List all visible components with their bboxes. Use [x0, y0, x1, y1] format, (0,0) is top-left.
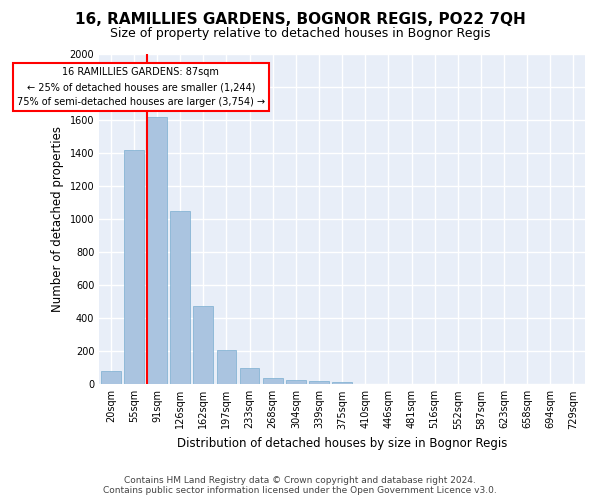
Bar	[124, 150, 144, 384]
Text: Contains HM Land Registry data © Crown copyright and database right 2024.
Contai: Contains HM Land Registry data © Crown c…	[103, 476, 497, 495]
Text: 16, RAMILLIES GARDENS, BOGNOR REGIS, PO22 7QH: 16, RAMILLIES GARDENS, BOGNOR REGIS, PO2…	[74, 12, 526, 28]
Text: 16 RAMILLIES GARDENS: 87sqm
← 25% of detached houses are smaller (1,244)
75% of : 16 RAMILLIES GARDENS: 87sqm ← 25% of det…	[17, 67, 265, 107]
Bar	[240, 368, 259, 384]
Bar	[217, 350, 236, 384]
Bar	[332, 382, 352, 384]
Bar	[263, 378, 283, 384]
Bar	[170, 211, 190, 384]
Bar	[101, 371, 121, 384]
Bar	[147, 117, 167, 384]
Text: Size of property relative to detached houses in Bognor Regis: Size of property relative to detached ho…	[110, 28, 490, 40]
Bar	[193, 306, 213, 384]
Bar	[286, 380, 305, 384]
X-axis label: Distribution of detached houses by size in Bognor Regis: Distribution of detached houses by size …	[177, 437, 507, 450]
Y-axis label: Number of detached properties: Number of detached properties	[51, 126, 64, 312]
Bar	[309, 381, 329, 384]
